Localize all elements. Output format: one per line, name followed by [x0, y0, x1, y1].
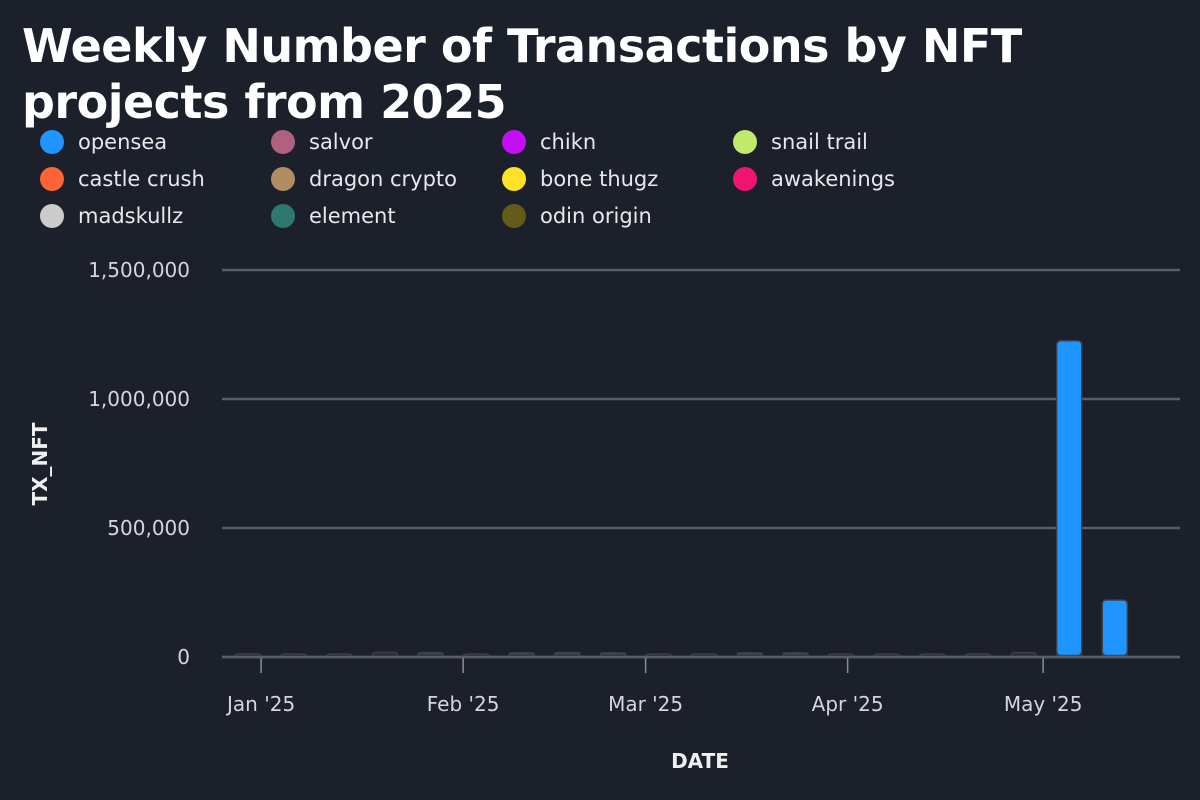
x-tick-label: Mar '25	[608, 692, 683, 716]
y-axis-title: TX_NFT	[28, 422, 52, 505]
legend-item[interactable]: dragon crypto	[271, 165, 502, 193]
legend-label: opensea	[78, 130, 168, 154]
grid-lines	[222, 268, 1180, 659]
legend-item[interactable]: element	[271, 202, 502, 230]
legend-label: dragon crypto	[309, 167, 458, 191]
legend-label: chikn	[540, 130, 597, 154]
y-tick-label: 500,000	[107, 516, 190, 540]
legend-item[interactable]: snail trail	[733, 128, 964, 156]
x-axis-title: DATE	[671, 749, 729, 773]
legend-swatch	[271, 204, 295, 228]
bar-opensea[interactable]	[1101, 599, 1129, 657]
legend-swatch	[271, 130, 295, 154]
legend-swatch	[502, 204, 526, 228]
legend-label: awakenings	[771, 167, 895, 191]
legend-item[interactable]: castle crush	[40, 165, 271, 193]
x-tick-label: May '25	[1004, 692, 1083, 716]
legend-item[interactable]: opensea	[40, 128, 271, 156]
legend-swatch	[733, 167, 757, 191]
chart-legend: opensea salvor chikn snail trail castle crus…	[40, 128, 960, 230]
legend-swatch	[502, 130, 526, 154]
legend-label: snail trail	[771, 130, 868, 154]
legend-swatch	[40, 130, 64, 154]
legend-label: castle crush	[78, 167, 205, 191]
legend-label: odin origin	[540, 204, 652, 228]
legend-swatch	[40, 204, 64, 228]
bar-salvor[interactable]	[736, 652, 764, 655]
legend-label: element	[309, 204, 396, 228]
bar-salvor[interactable]	[508, 652, 536, 655]
y-tick-label: 0	[177, 645, 190, 669]
legend-swatch	[502, 167, 526, 191]
legend-label: bone thugz	[540, 167, 659, 191]
legend-item[interactable]: odin origin	[502, 202, 733, 230]
bar-salvor[interactable]	[554, 651, 581, 655]
bar-salvor[interactable]	[782, 652, 809, 655]
legend-swatch	[271, 167, 295, 191]
bars	[234, 339, 1129, 658]
x-tick-label: Apr '25	[812, 692, 884, 716]
legend-swatch	[40, 167, 64, 191]
legend-item[interactable]: chikn	[502, 128, 733, 156]
x-axis: Jan '25 Feb '25 Mar '25 Apr '25 May '25	[222, 655, 1180, 716]
chart-title: Weekly Number of Transactions by NFT pro…	[22, 19, 1022, 129]
bar-salvor[interactable]	[599, 652, 627, 655]
legend-item[interactable]: awakenings	[733, 165, 964, 193]
legend-label: salvor	[309, 130, 373, 154]
legend-item[interactable]: bone thugz	[502, 165, 733, 193]
y-tick-label: 1,000,000	[88, 387, 190, 411]
legend-label: madskullz	[78, 204, 184, 228]
y-axis: 0 500,000 1,000,000 1,500,000	[88, 258, 190, 669]
bar-opensea[interactable]	[1055, 339, 1083, 657]
x-tick-label: Feb '25	[427, 692, 500, 716]
legend-item[interactable]: madskullz	[40, 202, 271, 230]
legend-swatch	[733, 130, 757, 154]
y-tick-label: 1,500,000	[88, 258, 190, 282]
x-tick-label: Jan '25	[225, 692, 295, 716]
bar-salvor[interactable]	[417, 651, 444, 655]
legend-item[interactable]: salvor	[271, 128, 502, 156]
